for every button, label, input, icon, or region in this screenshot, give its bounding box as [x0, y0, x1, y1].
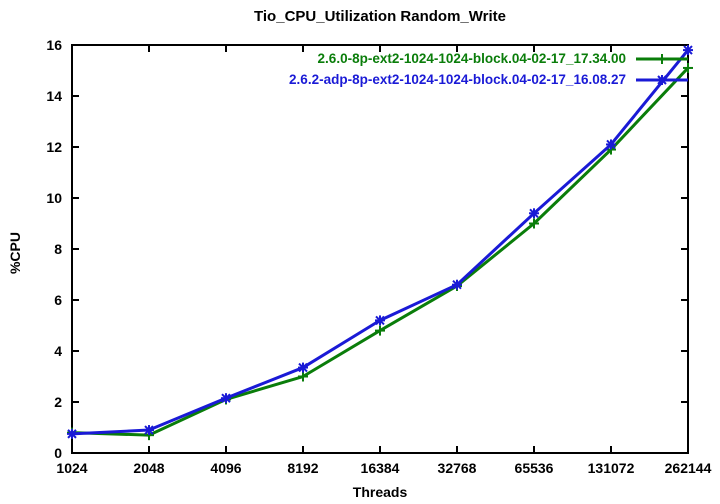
y-tick-label: 2 [54, 394, 62, 410]
x-tick-label: 2048 [133, 460, 164, 476]
y-tick-label: 16 [46, 37, 62, 53]
x-tick-label: 8192 [287, 460, 318, 476]
legend-item: 2.6.0-8p-ext2-1024-1024-block.04-02-17_1… [289, 50, 688, 67]
chart-title: Tio_CPU_Utilization Random_Write [254, 8, 506, 25]
legend-item: 2.6.2-adp-8p-ext2-1024-1024-block.04-02-… [289, 71, 688, 88]
y-tick-label: 0 [54, 445, 62, 461]
x-tick-label: 65536 [515, 460, 554, 476]
series-0 [67, 62, 693, 441]
y-tick-label: 14 [46, 88, 62, 104]
x-axis-label: Threads [352, 484, 408, 500]
x-tick-label: 1024 [56, 460, 87, 476]
x-tick-label: 32768 [438, 460, 477, 476]
x-tick-label: 16384 [361, 460, 400, 476]
y-tick-label: 4 [54, 343, 62, 359]
legend-label-series-0: 2.6.0-8p-ext2-1024-1024-block.04-02-17_1… [317, 51, 626, 66]
y-tick-label: 8 [54, 241, 62, 257]
y-tick-label: 10 [46, 190, 62, 206]
y-tick-label: 6 [54, 292, 62, 308]
legend-sample-line-series-1 [636, 74, 688, 85]
x-tick-label: 262144 [665, 460, 712, 476]
legend-label-series-1: 2.6.2-adp-8p-ext2-1024-1024-block.04-02-… [289, 72, 626, 87]
x-tick-label: 4096 [210, 460, 241, 476]
x-tick-label: 131072 [588, 460, 635, 476]
y-tick-label: 12 [46, 139, 62, 155]
series-1 [67, 45, 693, 439]
legend-sample-line-series-0 [636, 53, 688, 64]
legend: 2.6.0-8p-ext2-1024-1024-block.04-02-17_1… [289, 50, 688, 88]
